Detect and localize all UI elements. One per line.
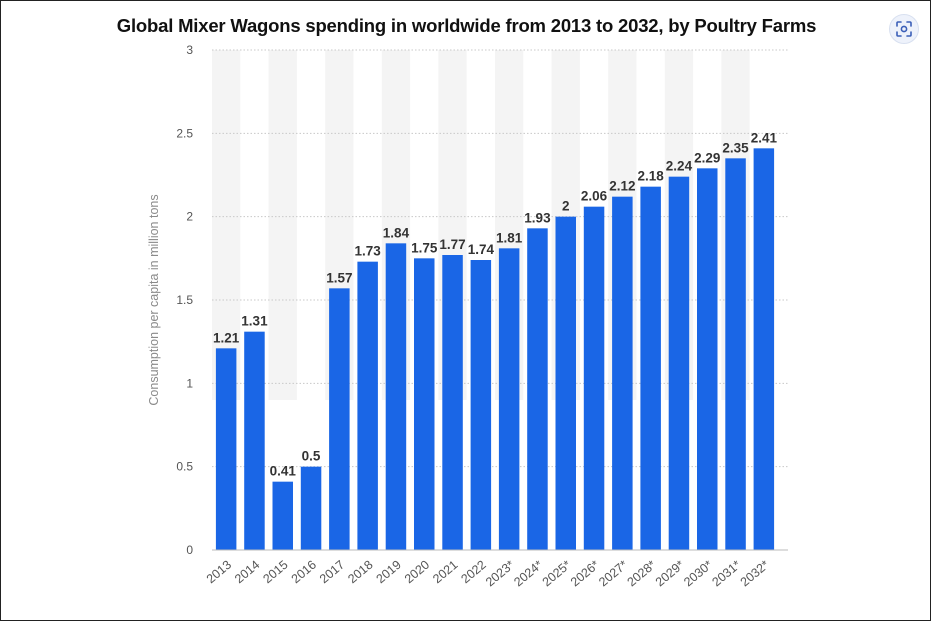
bar bbox=[215, 348, 237, 550]
data-label: 1.75 bbox=[411, 240, 438, 255]
x-tick-label: 2031* bbox=[709, 557, 743, 589]
x-tick-label: 2022 bbox=[458, 558, 488, 587]
scan-button[interactable] bbox=[889, 14, 919, 44]
y-tick-label: 1 bbox=[186, 376, 193, 390]
x-tick-label: 2023* bbox=[483, 557, 517, 589]
data-label: 2.12 bbox=[609, 179, 635, 194]
bar bbox=[697, 168, 718, 551]
bar bbox=[612, 196, 633, 550]
x-tick-label: 2017 bbox=[317, 558, 347, 587]
data-label: 2.24 bbox=[666, 159, 693, 174]
bar bbox=[640, 186, 661, 550]
data-label: 0.5 bbox=[302, 449, 321, 464]
x-tick-label: 2025* bbox=[540, 557, 574, 589]
data-label: 2.41 bbox=[751, 130, 778, 145]
x-tick-label: 2028* bbox=[625, 557, 659, 589]
x-tick-label: 2016 bbox=[289, 558, 319, 587]
y-tick-label: 1.5 bbox=[176, 293, 193, 307]
y-tick-label: 2.5 bbox=[176, 126, 193, 140]
bar bbox=[385, 243, 407, 551]
bar bbox=[555, 216, 576, 550]
x-tick-label: 2014 bbox=[232, 558, 262, 587]
data-label: 1.73 bbox=[355, 244, 382, 259]
bar bbox=[244, 331, 265, 550]
bar bbox=[470, 260, 492, 550]
bar bbox=[442, 255, 463, 550]
column-band bbox=[268, 50, 297, 400]
x-tick-label: 2021 bbox=[430, 558, 460, 587]
data-label: 2.18 bbox=[638, 169, 665, 184]
data-label: 1.84 bbox=[383, 225, 410, 240]
bar bbox=[272, 481, 293, 550]
bar bbox=[357, 261, 378, 550]
y-tick-label: 0 bbox=[186, 543, 193, 557]
data-label: 1.31 bbox=[241, 314, 268, 329]
x-tick-label: 2026* bbox=[568, 557, 602, 589]
bar bbox=[753, 148, 775, 551]
x-tick-label: 2013 bbox=[204, 558, 234, 587]
bar bbox=[498, 248, 520, 551]
bar bbox=[414, 258, 435, 550]
bar bbox=[300, 466, 322, 550]
x-tick-label: 2024* bbox=[511, 557, 545, 589]
data-label: 1.81 bbox=[496, 230, 523, 245]
x-tick-label: 2020 bbox=[402, 558, 432, 587]
data-label: 1.57 bbox=[326, 270, 352, 285]
y-axis-label: Consumption per capita in million tons bbox=[147, 194, 161, 405]
x-tick-label: 2015 bbox=[260, 558, 290, 587]
chart-title: Global Mixer Wagons spending in worldwid… bbox=[116, 15, 817, 36]
data-label: 2 bbox=[562, 199, 570, 214]
y-tick-label: 2 bbox=[186, 210, 193, 224]
y-tick-label: 0.5 bbox=[176, 460, 193, 474]
bar bbox=[329, 288, 350, 550]
scan-focus-icon bbox=[896, 21, 912, 37]
x-tick-label: 2018 bbox=[345, 558, 375, 587]
data-label: 2.29 bbox=[694, 150, 720, 165]
y-tick-label: 3 bbox=[186, 43, 193, 57]
data-label: 0.41 bbox=[270, 464, 297, 479]
data-label: 1.93 bbox=[524, 210, 551, 225]
bar bbox=[527, 228, 548, 551]
x-tick-label: 2019 bbox=[374, 558, 404, 587]
x-tick-label: 2027* bbox=[596, 557, 630, 589]
data-label: 1.74 bbox=[468, 242, 495, 257]
x-tick-label: 2032* bbox=[738, 557, 772, 589]
x-tick-label: 2030* bbox=[681, 557, 715, 589]
column-band bbox=[212, 50, 241, 400]
data-label: 2.35 bbox=[722, 140, 749, 155]
bar bbox=[725, 158, 746, 551]
data-label: 1.21 bbox=[213, 330, 240, 345]
data-label: 1.77 bbox=[439, 237, 465, 252]
x-tick-label: 2029* bbox=[653, 557, 687, 589]
bar bbox=[583, 206, 605, 550]
data-label: 2.06 bbox=[581, 189, 608, 204]
bar bbox=[668, 176, 690, 550]
